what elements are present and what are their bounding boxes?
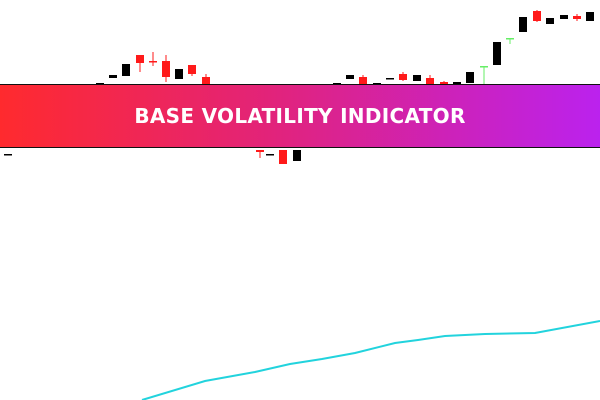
candle: [399, 72, 407, 81]
candle-body: [413, 75, 421, 81]
candle-body: [399, 74, 407, 80]
candle: [546, 18, 554, 24]
candle-body: [506, 38, 514, 40]
banner-title: BASE VOLATILITY INDICATOR: [134, 104, 466, 128]
candle-body: [573, 16, 581, 19]
candle: [188, 65, 196, 76]
candle: [586, 12, 594, 21]
candle-body: [293, 150, 301, 161]
candle: [266, 154, 274, 156]
candle-body: [466, 72, 474, 83]
candle: [279, 150, 287, 164]
candle-body: [560, 15, 568, 19]
candle-body: [136, 55, 144, 63]
candle: [506, 38, 514, 44]
candle: [4, 154, 12, 156]
candle: [175, 69, 183, 79]
candle-body: [533, 11, 541, 21]
candle-body: [493, 42, 501, 65]
candle-body: [175, 69, 183, 79]
candle-body: [122, 64, 130, 76]
candle-body: [386, 78, 394, 80]
candle-body: [109, 75, 117, 78]
candle: [533, 10, 541, 22]
candle-body: [256, 150, 264, 152]
candle: [109, 75, 117, 78]
candle-body: [188, 65, 196, 74]
candle-body: [480, 66, 488, 68]
candle: [162, 55, 170, 82]
candle: [466, 72, 474, 83]
volatility-indicator-line: [141, 320, 600, 400]
candle-body: [162, 61, 170, 77]
candle-body: [586, 12, 594, 21]
candle-body: [426, 78, 434, 87]
candle-body: [4, 154, 12, 156]
candle-body: [546, 18, 554, 24]
candle: [293, 150, 301, 161]
candle: [136, 55, 144, 72]
candle-body: [149, 61, 157, 63]
candle: [413, 75, 421, 81]
candle: [386, 78, 394, 80]
candle: [256, 150, 264, 158]
candle: [519, 17, 527, 32]
candle: [573, 14, 581, 21]
candle-body: [279, 150, 287, 164]
candle: [493, 42, 501, 65]
candle: [149, 52, 157, 66]
candle: [560, 15, 568, 19]
candle: [122, 64, 130, 76]
candle-body: [519, 17, 527, 32]
candle-body: [266, 154, 274, 156]
candle: [346, 75, 354, 79]
title-banner: BASE VOLATILITY INDICATOR: [0, 84, 600, 148]
candle-body: [346, 75, 354, 79]
